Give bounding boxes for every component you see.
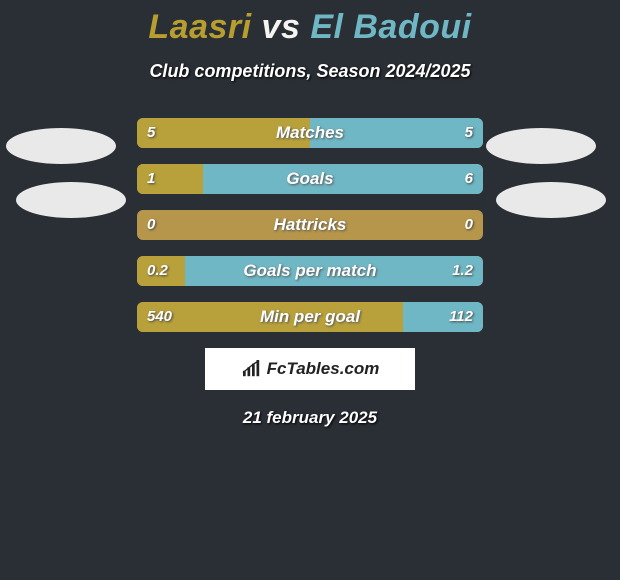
stat-label: Goals [137, 164, 483, 194]
stat-row: 00Hattricks [137, 210, 483, 240]
player2-badge-1 [486, 128, 596, 164]
stat-label: Min per goal [137, 302, 483, 332]
stat-row: 0.21.2Goals per match [137, 256, 483, 286]
page-title: Laasri vs El Badoui [0, 0, 620, 47]
stat-row: 55Matches [137, 118, 483, 148]
stat-bars: 55Matches 16Goals 00Hattricks 0.21.2Goals p… [137, 118, 483, 332]
player1-badge-2 [16, 182, 126, 218]
stat-row: 540112Min per goal [137, 302, 483, 332]
date-label: 21 february 2025 [0, 408, 620, 428]
comparison-card: Laasri vs El Badoui Club competitions, S… [0, 0, 620, 580]
vs-text: vs [262, 8, 301, 46]
player1-name: Laasri [148, 8, 251, 46]
stat-row: 16Goals [137, 164, 483, 194]
player2-name: El Badoui [310, 8, 471, 46]
stat-label: Hattricks [137, 210, 483, 240]
subtitle: Club competitions, Season 2024/2025 [0, 61, 620, 82]
brand-text: FcTables.com [267, 359, 380, 379]
stat-label: Matches [137, 118, 483, 148]
brand-label: FcTables.com [241, 359, 380, 379]
player2-badge-2 [496, 182, 606, 218]
content-area: 55Matches 16Goals 00Hattricks 0.21.2Goals p… [0, 118, 620, 428]
brand-box[interactable]: FcTables.com [205, 348, 415, 390]
chart-icon [241, 360, 263, 378]
stat-label: Goals per match [137, 256, 483, 286]
player1-badge-1 [6, 128, 116, 164]
